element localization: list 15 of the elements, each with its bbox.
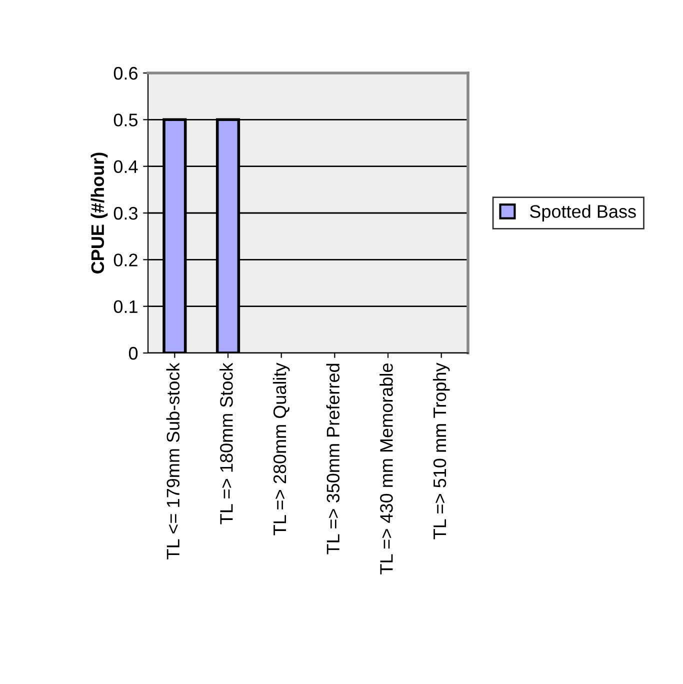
y-tick-label: 0 xyxy=(128,346,138,360)
y-tick-label: 0.6 xyxy=(114,66,138,80)
legend-label: Spotted Bass xyxy=(530,204,636,222)
x-tick-label: TL => 280mm Quality xyxy=(272,362,290,536)
x-tick-label: TL <= 179mm Sub-stock xyxy=(166,362,180,560)
y-tick-label: 0.1 xyxy=(114,300,138,314)
x-tick-label: TL => 350mm Preferred xyxy=(326,364,340,554)
y-axis-title: CPUE (#/hour) xyxy=(90,152,108,274)
x-tick-label: TL => 430 mm Memorable xyxy=(380,364,393,574)
y-tick-label: 0.4 xyxy=(114,160,138,174)
x-tick-label: TL => 180mm Stock xyxy=(220,362,233,524)
y-tick-label: 0.3 xyxy=(114,206,138,220)
y-tick-label: 0.2 xyxy=(114,254,138,266)
y-tick-label: 0.5 xyxy=(114,114,138,126)
x-tick-label: TL => 510 mm Trophy xyxy=(432,362,450,540)
